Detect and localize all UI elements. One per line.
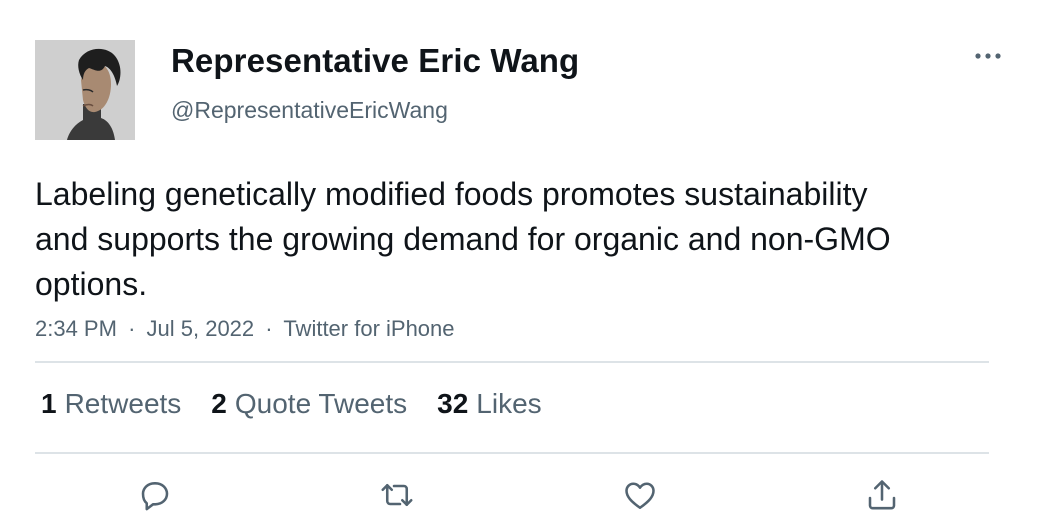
tweet-date[interactable]: Jul 5, 2022 xyxy=(146,316,255,341)
tweet-metadata: 2:34 PM · Jul 5, 2022 · Twitter for iPho… xyxy=(35,316,455,342)
share-upload-icon xyxy=(868,480,896,510)
divider xyxy=(35,452,989,454)
speech-bubble-icon xyxy=(141,482,169,511)
quote-tweets-count: 2 xyxy=(211,388,227,419)
heart-icon xyxy=(625,482,655,510)
tweet-time[interactable]: 2:34 PM xyxy=(35,316,117,341)
divider xyxy=(35,361,989,363)
reply-button[interactable] xyxy=(135,475,175,515)
retweets-count: 1 xyxy=(41,388,57,419)
like-button[interactable] xyxy=(620,475,660,515)
retweets-stat[interactable]: 1 Retweets xyxy=(41,388,181,420)
retweets-label: Retweets xyxy=(64,388,182,419)
quote-tweets-stat[interactable]: 2 Quote Tweets xyxy=(211,388,407,420)
profile-photo-icon xyxy=(35,40,135,140)
tweet-source[interactable]: Twitter for iPhone xyxy=(283,316,455,341)
separator: · xyxy=(265,316,273,341)
engagement-stats: 1 Retweets 2 Quote Tweets 32 Likes xyxy=(41,388,572,420)
tweet-text: Labeling genetically modified foods prom… xyxy=(35,176,891,302)
more-options-button[interactable] xyxy=(968,44,1008,68)
retweet-arrows-icon xyxy=(381,483,413,507)
likes-label: Likes xyxy=(476,388,542,419)
ellipsis-icon xyxy=(975,53,1001,59)
separator: · xyxy=(128,316,136,341)
likes-count: 32 xyxy=(437,388,469,419)
display-name[interactable]: Representative Eric Wang xyxy=(171,42,580,79)
retweet-button[interactable] xyxy=(377,475,417,515)
likes-stat[interactable]: 32 Likes xyxy=(437,388,542,420)
handle[interactable]: @RepresentativeEricWang xyxy=(171,97,448,123)
quote-tweets-label: Quote Tweets xyxy=(234,388,408,419)
share-button[interactable] xyxy=(862,475,902,515)
avatar[interactable] xyxy=(35,40,135,140)
